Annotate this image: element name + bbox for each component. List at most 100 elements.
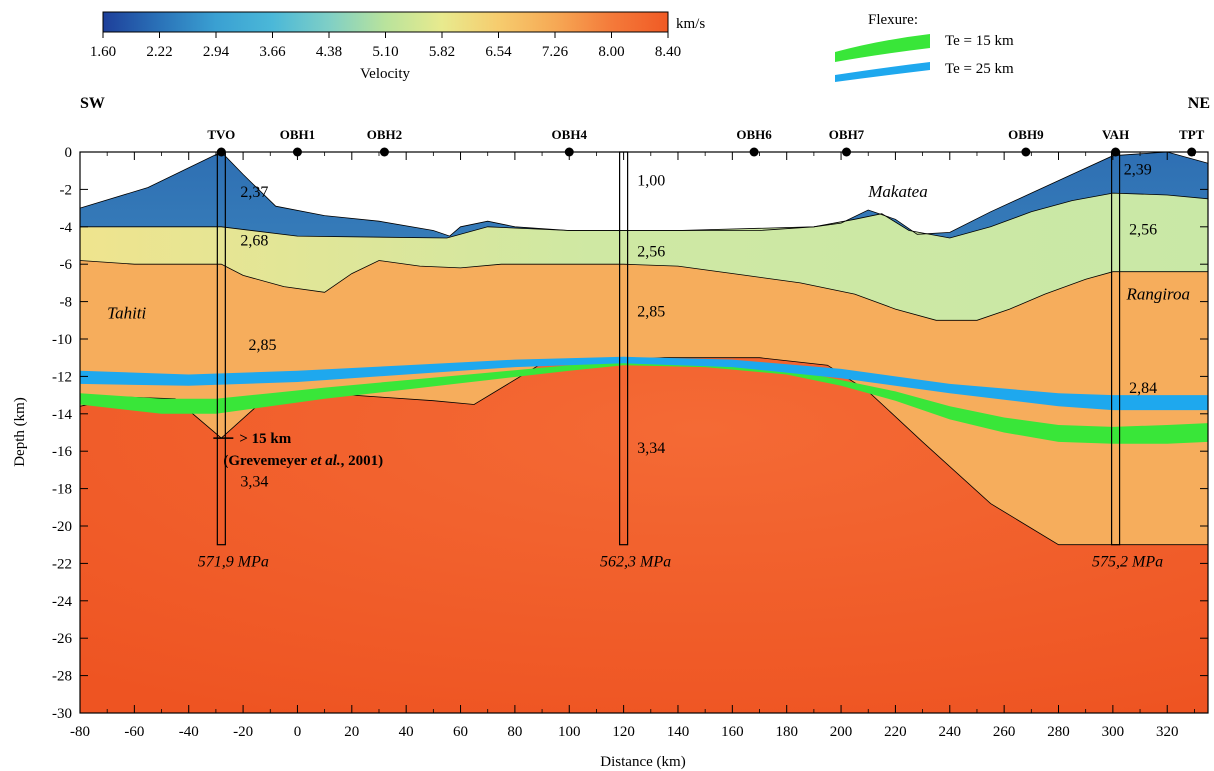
annotations: 2,37 2,68 2,85 3,34 1,00 2,56 2,85 3,34 2,39 2,56… [107,161,1190,490]
station-marker [216,147,226,157]
y-tick-label: -26 [52,631,72,647]
y-tick-label: -14 [52,407,72,423]
density-label: 2,37 [240,184,268,201]
x-tick-label: 60 [453,724,468,740]
x-tick-label: 200 [830,724,853,740]
x-tick-label: 80 [507,724,522,740]
column-pressure-label: 571,9 MPa [198,554,269,571]
colorbar-ticks: 1.60 2.22 2.94 3.66 4.38 5.10 5.82 6.54 7.26 8.00… [90,32,681,60]
x-tick-label: -60 [124,724,144,740]
x-tick-label: -20 [233,724,253,740]
x-tick-label: 20 [344,724,359,740]
legend-swatch-te15 [835,34,930,62]
direction-label-ne: NE [1188,95,1210,112]
density-label: 2,85 [637,304,665,321]
x-axis-label: Distance (km) [600,754,685,770]
legend-label-te25: Te = 25 km [945,61,1014,77]
station-marker [841,147,851,157]
station-marker [1111,147,1121,157]
place-label: Rangiroa [1125,285,1190,304]
place-label: Tahiti [107,303,146,322]
column-pressure-label: 562,3 MPa [600,554,671,571]
station-marker [1187,147,1197,157]
y-tick-label: -30 [52,706,72,722]
y-tick-label: -20 [52,519,72,535]
x-tick-label: 0 [294,724,302,740]
flexure-legend-title: Flexure: [868,12,918,28]
x-tick-label: 180 [775,724,798,740]
flexure-legend: Flexure: Te = 15 km Te = 25 km [835,12,1014,82]
colorbar-tick-label: 7.26 [542,44,569,60]
y-axis-label: Depth (km) [12,397,28,467]
flexure-band-15 [80,361,1208,444]
station-label: OBH7 [829,127,865,142]
x-tick-label: 40 [399,724,414,740]
density-label: 2,39 [1124,161,1152,178]
y-tick-label: -6 [60,257,73,273]
place-label: Makatea [867,182,927,201]
station-label: OBH9 [1008,127,1044,142]
colorbar-tick-label: 8.40 [655,44,681,60]
x-tick-label: 300 [1102,724,1125,740]
colorbar-tick-label: 3.66 [259,44,286,60]
y-tick-label: -22 [52,556,72,572]
plot-frame [79,151,1209,714]
x-tick-label: 280 [1047,724,1070,740]
station-marker [379,147,389,157]
legend-swatch-te25 [835,62,930,82]
y-tick-label: 0 [65,145,73,161]
colorbar: 1.60 2.22 2.94 3.66 4.38 5.10 5.82 6.54 7.26 8.00… [90,11,705,82]
colorbar-tick-label: 2.22 [146,44,172,60]
station-label: OBH1 [280,127,315,142]
direction-label-sw: SW [80,95,105,112]
layer-boundary-line [80,192,1209,239]
x-tick-label: 260 [993,724,1016,740]
station-marker [749,147,759,157]
density-label: 2,56 [1129,221,1157,238]
colorbar-gradient [102,11,669,33]
colorbar-tick-label: 6.54 [485,44,512,60]
y-tick-label: -2 [60,182,73,198]
station-marker [1021,147,1031,157]
x-tick-label: 100 [558,724,581,740]
x-tick-label: 160 [721,724,744,740]
colorbar-tick-label: 5.10 [372,44,398,60]
flexure-bands [80,356,1208,444]
legend-label-te15: Te = 15 km [945,33,1014,49]
plot-area: 571,9 MPa 562,3 MPa 575,2 MPa 2,37 2,68 2,85… [52,127,1209,740]
station-label: TVO [207,127,235,142]
density-label: 2,68 [240,233,268,250]
y-tick-label: -4 [60,220,73,236]
station-marker [564,147,574,157]
axes: -80 -60 -40 -20 0 20 40 60 80 100 120 140 160 180 200 2… [52,145,1208,740]
layer-boundary-line [79,260,1208,321]
x-tick-label: -40 [179,724,199,740]
y-tick-label: -16 [52,444,72,460]
y-tick-label: -12 [52,369,72,385]
column-pressure-label: 575,2 MPa [1092,554,1163,571]
colorbar-tick-label: 1.60 [90,44,116,60]
colorbar-tick-label: 2.94 [203,44,230,60]
y-tick-label: -10 [52,332,72,348]
layer-mantle [80,357,1208,713]
density-label: 1,00 [637,173,665,190]
density-label: 2,56 [637,244,665,261]
station-label: OBH6 [736,127,772,142]
station-label: VAH [1102,127,1129,142]
moho-depth-label: > 15 km [239,431,291,447]
y-tick-label: -24 [52,594,72,610]
density-label: 2,84 [1129,380,1157,397]
colorbar-tick-label: 8.00 [598,44,624,60]
y-tick-label: -28 [52,669,72,685]
stations: TVO OBH1 OBH2 OBH4 OBH6 OBH7 OBH9 VAH TPT [207,127,1205,157]
station-label: OBH2 [367,127,402,142]
colorbar-tick-label: 4.38 [316,44,342,60]
station-marker [292,147,302,157]
density-label: 3,34 [637,440,665,457]
x-tick-label: 120 [612,724,635,740]
x-tick-label: 320 [1156,724,1179,740]
station-label: OBH4 [552,127,588,142]
moho-citation: (Grevemeyer et al., 2001) [223,453,383,469]
colorbar-label: Velocity [360,66,410,82]
